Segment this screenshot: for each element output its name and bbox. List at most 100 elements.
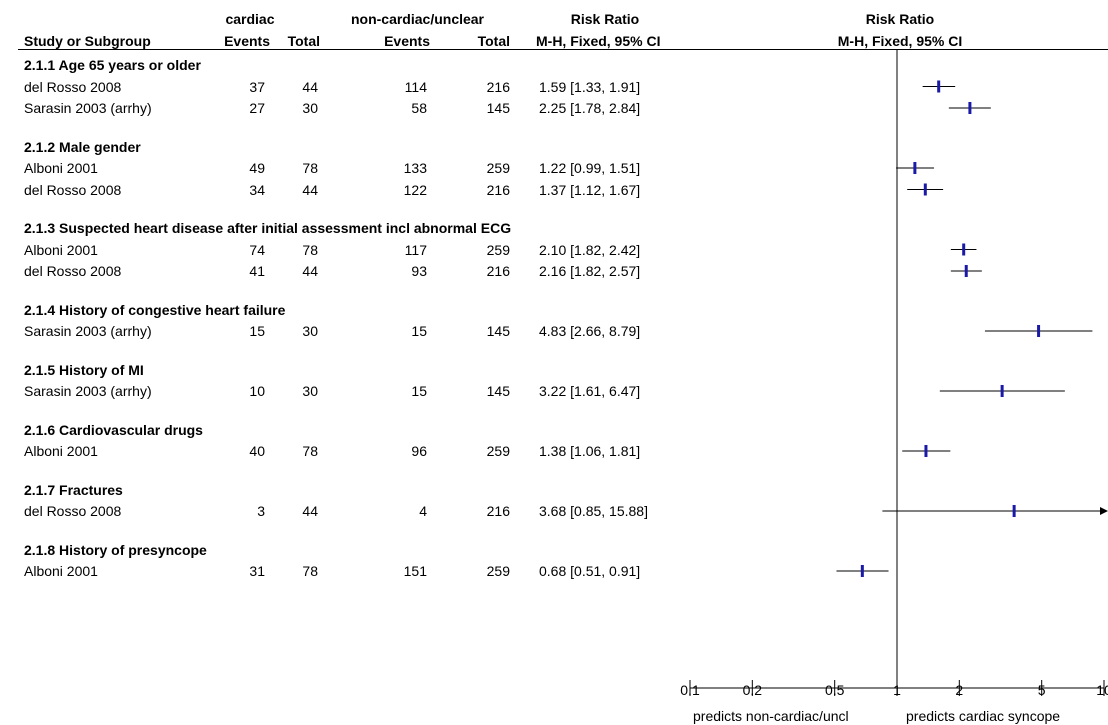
point-estimate: [968, 102, 972, 114]
events-cardiac: 31: [249, 563, 265, 579]
total-noncardiac: 216: [486, 78, 510, 95]
point-estimate: [924, 445, 928, 457]
total-noncardiac: 259: [486, 241, 510, 258]
total-cardiac: 44: [302, 263, 318, 279]
ci-arrow: [1100, 507, 1108, 515]
point-estimate: [1012, 505, 1016, 517]
study-name: Alboni 2001: [24, 563, 98, 579]
total-noncardiac: 259: [486, 160, 510, 176]
tick-label: 0.5: [825, 682, 845, 698]
events-noncardiac: 114: [404, 78, 427, 95]
risk-ratio-ci: 2.10 [1.82, 2.42]: [539, 241, 641, 258]
total1-header: Total: [287, 33, 320, 49]
study-name: Alboni 2001: [24, 241, 98, 258]
risk-ratio-ci: 1.37 [1.12, 1.67]: [539, 181, 641, 198]
total-noncardiac: 216: [486, 503, 510, 519]
footer-left-label: predicts non-cardiac/uncl: [693, 708, 849, 724]
header-rule: [18, 49, 1108, 50]
total-noncardiac: 216: [486, 181, 510, 198]
events-noncardiac: 151: [403, 563, 427, 579]
subgroup-title: 2.1.1 Age 65 years or older: [24, 57, 201, 73]
point-estimate: [923, 183, 927, 196]
point-estimate: [860, 565, 864, 577]
total-cardiac: 30: [302, 100, 318, 116]
total-cardiac: 78: [302, 160, 318, 176]
tick-label: 0.2: [743, 682, 763, 698]
total-noncardiac: 259: [486, 563, 510, 579]
tick-label: 10: [1096, 682, 1108, 698]
risk-ratio-ci: 1.59 [1.33, 1.91]: [539, 78, 641, 95]
events-noncardiac: 15: [411, 323, 427, 339]
study-name: del Rosso 2008: [24, 263, 122, 279]
total-cardiac: 78: [302, 443, 318, 459]
total-cardiac: 30: [302, 323, 318, 339]
total-noncardiac: 259: [486, 443, 510, 459]
events-cardiac: 49: [249, 160, 265, 176]
total-cardiac: 44: [302, 503, 318, 519]
events-cardiac: 41: [249, 263, 265, 279]
total-noncardiac: 216: [486, 263, 510, 279]
risk-ratio-ci: 3.22 [1.61, 6.47]: [539, 383, 641, 399]
tick-label: 2: [955, 682, 963, 698]
point-estimate: [937, 80, 941, 93]
study-col-header: Study or Subgroup: [24, 33, 151, 49]
rr-title: Risk Ratio: [570, 11, 640, 27]
events-noncardiac: 4: [419, 503, 427, 519]
events2-header: Events: [384, 33, 430, 49]
study-name: del Rosso 2008: [24, 503, 122, 519]
risk-ratio-ci: 4.83 [2.66, 8.79]: [539, 323, 641, 339]
study-name: del Rosso 2008: [24, 181, 122, 198]
tick-label: 5: [1038, 682, 1046, 698]
total-noncardiac: 145: [486, 323, 510, 339]
total-cardiac: 44: [302, 181, 318, 198]
risk-ratio-ci: 2.25 [1.78, 2.84]: [539, 100, 641, 116]
rr-method: M-H, Fixed, 95% CI: [536, 33, 661, 49]
events-cardiac: 3: [257, 503, 265, 519]
tick-label: 0.1: [680, 682, 700, 698]
events-noncardiac: 117: [404, 241, 427, 258]
tick-label: 1: [893, 682, 901, 698]
risk-ratio-ci: 2.16 [1.82, 2.57]: [539, 263, 641, 279]
events1-header: Events: [224, 33, 270, 49]
subgroup-title: 2.1.5 History of MI: [24, 361, 144, 378]
group2-header: non-cardiac/unclear: [350, 11, 485, 27]
events-cardiac: 37: [249, 78, 265, 95]
risk-ratio-ci: 3.68 [0.85, 15.88]: [539, 503, 648, 519]
total-cardiac: 30: [302, 383, 318, 399]
subgroup-title: 2.1.2 Male gender: [24, 138, 141, 155]
plot-title: Risk Ratio: [865, 11, 935, 27]
events-noncardiac: 133: [403, 160, 427, 176]
point-estimate: [1037, 325, 1041, 337]
total-cardiac: 78: [302, 563, 318, 579]
point-estimate: [1000, 385, 1004, 397]
study-name: Sarasin 2003 (arrhy): [24, 100, 152, 116]
study-name: Sarasin 2003 (arrhy): [24, 383, 152, 399]
events-cardiac: 40: [249, 443, 265, 459]
total-noncardiac: 145: [486, 383, 510, 399]
subgroup-title: 2.1.8 History of presyncope: [24, 541, 207, 558]
group1-header: cardiac: [225, 11, 275, 27]
plot-method: M-H, Fixed, 95% CI: [837, 33, 963, 49]
point-estimate: [962, 243, 966, 256]
point-estimate: [964, 265, 968, 277]
events-noncardiac: 58: [411, 100, 427, 116]
subgroup-title: 2.1.7 Fractures: [24, 481, 123, 498]
events-cardiac: 27: [249, 100, 265, 116]
risk-ratio-ci: 1.22 [0.99, 1.51]: [539, 160, 641, 176]
study-name: del Rosso 2008: [24, 78, 122, 95]
events-cardiac: 10: [249, 383, 265, 399]
events-cardiac: 74: [249, 241, 265, 258]
total-noncardiac: 145: [486, 100, 510, 116]
subgroup-title: 2.1.3 Suspected heart disease after init…: [24, 220, 512, 236]
subgroup-title: 2.1.6 Cardiovascular drugs: [24, 421, 203, 438]
events-noncardiac: 93: [411, 263, 427, 279]
study-name: Alboni 2001: [24, 160, 98, 176]
risk-ratio-ci: 0.68 [0.51, 0.91]: [539, 563, 641, 579]
point-estimate: [913, 162, 917, 174]
study-name: Sarasin 2003 (arrhy): [24, 323, 152, 339]
events-cardiac: 34: [249, 181, 265, 198]
total-cardiac: 78: [302, 241, 318, 258]
total-cardiac: 44: [302, 78, 318, 95]
footer-right-label: predicts cardiac syncope: [906, 708, 1061, 724]
